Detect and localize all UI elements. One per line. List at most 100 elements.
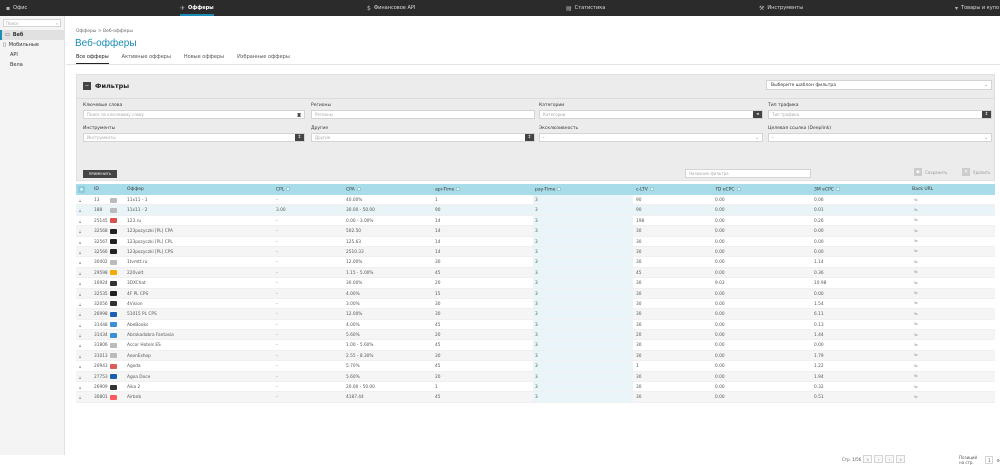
save-filter-button[interactable]: ▪ Сохранить xyxy=(914,168,948,176)
back-url-icon[interactable]: ⇆ xyxy=(914,384,918,390)
cell-offer-name[interactable]: 11x11 - 1 xyxy=(127,198,148,203)
lock-icon[interactable]: 🔒︎ xyxy=(79,270,82,276)
lock-icon[interactable]: 🔒︎ xyxy=(79,218,82,224)
tab-all-offers[interactable]: Все офферы xyxy=(76,54,109,64)
lock-icon[interactable]: 🔒︎ xyxy=(79,229,82,235)
tab-favorite-offers[interactable]: Избранные офферы xyxy=(237,54,290,60)
back-url-icon[interactable]: ⇆ xyxy=(914,249,918,255)
back-url-icon[interactable]: ⇆ xyxy=(914,270,918,276)
sort-icon[interactable] xyxy=(456,186,461,191)
col-cpl[interactable]: CPL xyxy=(276,186,291,192)
col-id[interactable]: ID xyxy=(94,187,99,192)
sidebar-item-web[interactable]: ▭ Веб xyxy=(0,30,64,40)
gear-icon[interactable]: ⚙ xyxy=(996,457,1000,463)
back-url-icon[interactable]: ⇆ xyxy=(914,353,918,359)
traffic-type-input[interactable]: Тип трафика ↕ xyxy=(768,110,992,119)
tab-new-offers[interactable]: Новые офферы xyxy=(183,54,225,60)
table-row[interactable]: 🔒︎ 29598 - 1.15 - 5.00% 45 3 45 0.00 0.36 220volt… xyxy=(76,267,995,279)
apply-button[interactable]: ПРИМЕНИТЬ xyxy=(83,170,117,178)
table-row[interactable]: 🔒︎ 25145 - 0.00 - 3.00% 14 3 198 0.00 0.26 123.ru… xyxy=(76,215,995,227)
sidebar-item-vela[interactable]: Вела xyxy=(0,60,64,70)
back-url-icon[interactable]: ⇆ xyxy=(914,394,918,400)
tab-active-offers[interactable]: Активные офферы xyxy=(121,54,171,60)
back-url-icon[interactable]: ⇆ xyxy=(914,197,918,203)
cell-offer-name[interactable]: Agoa Doce xyxy=(127,374,151,380)
col-offer[interactable]: Оффер xyxy=(127,187,144,192)
other-input[interactable]: Другие ↕ xyxy=(311,133,535,142)
filter-name-input[interactable]: Название фильтра xyxy=(685,169,811,178)
filters-toggle-button[interactable]: − xyxy=(83,82,91,90)
star-icon[interactable]: ★ xyxy=(78,186,85,193)
cell-offer-name[interactable]: AbeBooks xyxy=(127,322,149,328)
nav-offers[interactable]: ✈ Офферы xyxy=(180,0,214,16)
cell-offer-name[interactable]: Abrakadabra Fantasia xyxy=(127,333,174,339)
col-pay-time[interactable]: pay-Time xyxy=(535,186,562,192)
sort-icon[interactable] xyxy=(557,186,562,191)
lock-icon[interactable]: 🔒︎ xyxy=(79,239,82,245)
next-page-button[interactable]: › xyxy=(885,455,895,463)
col-3m-ecpc[interactable]: 3M eCPC xyxy=(814,186,840,192)
sort-icon[interactable] xyxy=(835,186,840,191)
deeplink-select[interactable]: - ⌄ xyxy=(768,133,992,142)
back-url-icon[interactable]: ⇆ xyxy=(914,259,918,265)
cell-offer-name[interactable]: Airbnb xyxy=(127,395,142,401)
table-row[interactable]: 🔒︎ 31806 - 1.00 - 5.60% 45 3 30 0.00 0.00 Accor H… xyxy=(76,340,995,351)
per-page-input[interactable]: 1 xyxy=(985,456,994,464)
table-row[interactable]: 🔒︎ 30801 - 4187.44 45 3 30 0.00 0.51 Airbnb ⇆ xyxy=(76,392,995,403)
cell-offer-name[interactable]: 3DXChat xyxy=(127,281,146,287)
delete-filter-button[interactable]: ✕ Удалить xyxy=(962,168,991,176)
back-url-icon[interactable]: ⇆ xyxy=(914,311,918,317)
nav-stats[interactable]: ▤ Статистика xyxy=(566,0,605,16)
sort-icon[interactable]: ↕ xyxy=(525,134,534,141)
cell-offer-name[interactable]: Aika 2 xyxy=(127,385,141,391)
cell-offer-name[interactable]: 4F PL CPS xyxy=(127,291,149,297)
lock-icon[interactable]: 🔒︎ xyxy=(79,291,82,297)
sort-icon[interactable] xyxy=(356,186,361,191)
table-row[interactable]: 🔒︎ 32566 - 2510.33 14 3 30 0.00 0.00 123pozyczki … xyxy=(76,246,995,258)
cell-offer-name[interactable]: Accor Hotels ES xyxy=(127,343,161,349)
table-row[interactable]: 🔒︎ 20943 - 5.70% 45 3 1 0.00 1.22 Agoda ⇆ xyxy=(76,361,995,372)
col-c-ltv[interactable]: c-LTV xyxy=(636,186,654,192)
lock-icon[interactable]: 🔒︎ xyxy=(79,281,82,287)
prev-page-button[interactable]: ‹ xyxy=(874,455,884,463)
table-row[interactable]: 🔒︎ 32567 - 125.63 14 3 30 0.00 0.00 123pozyczki [… xyxy=(76,236,995,247)
table-row[interactable]: 🔒︎ 31448 - 4.00% 45 3 30 0.00 0.13 AbeBooks ⇆ xyxy=(76,319,995,331)
exclusive-select[interactable]: - ⌄ xyxy=(539,133,763,142)
cell-offer-name[interactable]: 51015 PL CPS xyxy=(127,312,157,318)
sort-icon[interactable] xyxy=(649,186,654,191)
col-cpa[interactable]: CPA xyxy=(346,186,361,192)
lock-icon[interactable]: 🔒︎ xyxy=(79,260,82,266)
cell-offer-name[interactable]: 220volt xyxy=(127,270,144,276)
nav-office[interactable]: ▪ Офис xyxy=(6,0,27,16)
table-row[interactable]: 🔒︎ 16924 - 30.00% 20 3 30 9.03 10.98 3DXChat ⇆ xyxy=(76,278,995,289)
back-url-icon[interactable]: ⇆ xyxy=(914,207,918,213)
back-url-icon[interactable]: ⇆ xyxy=(914,342,918,348)
cell-offer-name[interactable]: AeonEshop xyxy=(127,353,151,359)
back-url-icon[interactable]: ⇆ xyxy=(914,228,918,234)
cell-offer-name[interactable]: Agoda xyxy=(127,364,141,370)
lock-icon[interactable]: 🔒︎ xyxy=(79,395,82,401)
binoculars-icon[interactable]: ◙ xyxy=(297,112,301,117)
sidebar-item-api[interactable]: API xyxy=(0,50,64,60)
cell-offer-name[interactable]: 123pozyczki [PL] CPS xyxy=(127,249,174,255)
table-row[interactable]: 🔒︎ 26909 - 20.00 - 50.00 1 3 30 0.00 0.32 Aika 2 ⇆ xyxy=(76,382,995,393)
lock-icon[interactable]: 🔒︎ xyxy=(79,364,82,370)
table-row[interactable]: 🔒︎ 31434 - 5.60% 20 3 20 0.00 1.44 Abrakadabra Fa… xyxy=(76,330,995,341)
table-row[interactable]: 🔒︎ 13-40.00% 1 3 90 0.00 0.06 11x11 - 1 ⇆ xyxy=(76,195,995,206)
lock-icon[interactable]: 🔒︎ xyxy=(79,198,82,203)
cell-offer-name[interactable]: 11x11 - 2 xyxy=(127,208,148,214)
nav-finance-api[interactable]: $ Финансовое API xyxy=(367,0,415,16)
back-url-icon[interactable]: ⇆ xyxy=(914,218,918,224)
cell-offer-name[interactable]: 123.ru xyxy=(127,218,142,224)
sort-icon[interactable] xyxy=(286,186,291,191)
back-url-icon[interactable]: ⇆ xyxy=(914,332,918,338)
cell-offer-name[interactable]: 123pozyczki [PL] CPL xyxy=(127,239,173,245)
lock-icon[interactable]: 🔒︎ xyxy=(79,374,82,380)
back-url-icon[interactable]: ⇆ xyxy=(914,301,918,307)
table-row[interactable]: 🔒︎ 32535 - 4.00% 15 3 30 0.00 0.00 4F PL CPS ⇆ xyxy=(76,288,995,299)
lock-icon[interactable]: 🔒︎ xyxy=(79,385,82,391)
sort-icon[interactable] xyxy=(736,186,741,191)
table-row[interactable]: 🔒︎ 32056 - 3.00% 30 3 30 0.00 1.54 4Vision ⇆ xyxy=(76,298,995,310)
lock-icon[interactable]: 🔒︎ xyxy=(79,333,82,339)
back-url-icon[interactable]: ⇆ xyxy=(914,322,918,328)
